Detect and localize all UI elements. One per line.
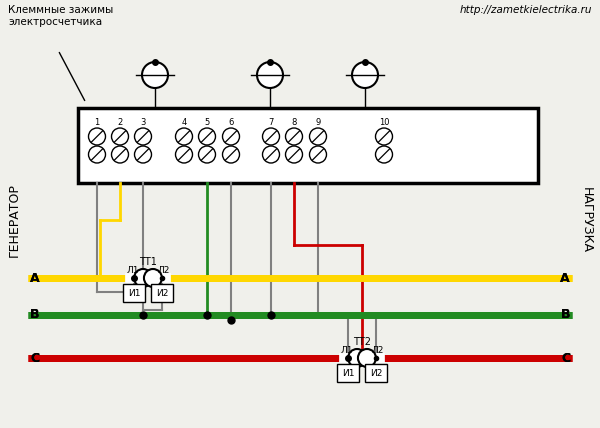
Circle shape bbox=[142, 62, 168, 88]
Circle shape bbox=[310, 146, 326, 163]
Text: Л2: Л2 bbox=[371, 346, 383, 355]
Circle shape bbox=[89, 146, 106, 163]
Circle shape bbox=[112, 128, 128, 145]
Circle shape bbox=[199, 128, 215, 145]
Text: http://zametkielectrika.ru: http://zametkielectrika.ru bbox=[460, 5, 592, 15]
Text: B: B bbox=[560, 309, 570, 321]
Circle shape bbox=[176, 146, 193, 163]
Text: B: B bbox=[30, 309, 40, 321]
Circle shape bbox=[358, 349, 376, 367]
Text: 3: 3 bbox=[140, 118, 146, 127]
Text: C: C bbox=[561, 351, 570, 365]
Text: 5: 5 bbox=[205, 118, 209, 127]
Text: И2: И2 bbox=[156, 288, 168, 297]
Circle shape bbox=[376, 128, 392, 145]
Bar bbox=[123, 284, 145, 302]
Circle shape bbox=[352, 62, 378, 88]
Circle shape bbox=[348, 349, 366, 367]
Text: Л1: Л1 bbox=[340, 346, 353, 355]
Bar bbox=[78, 108, 538, 183]
Text: 8: 8 bbox=[292, 118, 296, 127]
Text: 7: 7 bbox=[268, 118, 274, 127]
Text: 1: 1 bbox=[94, 118, 100, 127]
Text: 9: 9 bbox=[316, 118, 320, 127]
Text: Л2: Л2 bbox=[157, 266, 169, 275]
Text: И2: И2 bbox=[370, 369, 382, 377]
Text: C: C bbox=[561, 351, 570, 365]
Bar bbox=[337, 364, 359, 382]
Circle shape bbox=[199, 146, 215, 163]
Text: 2: 2 bbox=[118, 118, 122, 127]
Circle shape bbox=[263, 128, 280, 145]
Circle shape bbox=[263, 146, 280, 163]
Text: B: B bbox=[30, 309, 40, 321]
Circle shape bbox=[176, 128, 193, 145]
Circle shape bbox=[134, 269, 152, 287]
Text: 4: 4 bbox=[181, 118, 187, 127]
Text: ТТ2: ТТ2 bbox=[353, 337, 371, 347]
Circle shape bbox=[376, 146, 392, 163]
Text: B: B bbox=[560, 309, 570, 321]
Text: НАГРУЗКА: НАГРУЗКА bbox=[580, 187, 593, 253]
Circle shape bbox=[286, 146, 302, 163]
Text: 6: 6 bbox=[229, 118, 233, 127]
Bar bbox=[151, 284, 173, 302]
Text: ГЕНЕРАТОР: ГЕНЕРАТОР bbox=[7, 183, 20, 257]
Text: A: A bbox=[30, 271, 40, 285]
Circle shape bbox=[134, 128, 151, 145]
Text: ТТ1: ТТ1 bbox=[139, 257, 157, 267]
Circle shape bbox=[223, 128, 239, 145]
Text: Клеммные зажимы
электросчетчика: Клеммные зажимы электросчетчика bbox=[8, 5, 113, 27]
Circle shape bbox=[286, 128, 302, 145]
Circle shape bbox=[112, 146, 128, 163]
Text: A: A bbox=[560, 271, 570, 285]
Circle shape bbox=[134, 146, 151, 163]
Text: C: C bbox=[30, 351, 39, 365]
Text: A: A bbox=[560, 271, 570, 285]
Circle shape bbox=[257, 62, 283, 88]
Circle shape bbox=[310, 128, 326, 145]
Circle shape bbox=[89, 128, 106, 145]
Circle shape bbox=[144, 269, 162, 287]
Text: И1: И1 bbox=[342, 369, 354, 377]
Text: 10: 10 bbox=[379, 118, 389, 127]
Text: Л1: Л1 bbox=[127, 266, 139, 275]
Bar bbox=[365, 364, 387, 382]
Circle shape bbox=[223, 146, 239, 163]
Text: C: C bbox=[30, 351, 39, 365]
Text: A: A bbox=[30, 271, 40, 285]
Text: И1: И1 bbox=[128, 288, 140, 297]
